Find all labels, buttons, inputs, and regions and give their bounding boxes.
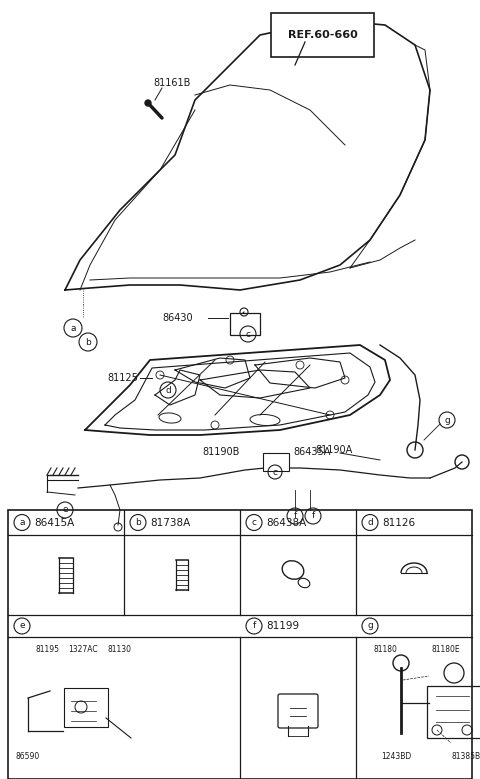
Text: c: c xyxy=(273,467,277,477)
Text: a: a xyxy=(70,323,76,333)
Text: 81190A: 81190A xyxy=(315,445,352,455)
Text: b: b xyxy=(85,337,91,347)
Text: a: a xyxy=(19,518,25,527)
Text: b: b xyxy=(135,518,141,527)
Text: 81738A: 81738A xyxy=(150,517,190,527)
Text: d: d xyxy=(367,518,373,527)
Text: 1327AC: 1327AC xyxy=(68,645,97,654)
Circle shape xyxy=(145,100,151,106)
Text: REF.60-660: REF.60-660 xyxy=(288,30,358,40)
FancyBboxPatch shape xyxy=(64,688,108,727)
Text: 86438A: 86438A xyxy=(266,517,306,527)
FancyBboxPatch shape xyxy=(230,313,260,335)
Text: e: e xyxy=(19,622,25,630)
Text: 86590: 86590 xyxy=(16,752,40,761)
FancyBboxPatch shape xyxy=(278,694,318,728)
Text: 81161B: 81161B xyxy=(153,78,191,88)
Text: 81195: 81195 xyxy=(36,645,60,654)
Text: 81199: 81199 xyxy=(266,621,299,631)
Text: f: f xyxy=(312,512,314,520)
Text: e: e xyxy=(62,506,68,514)
Bar xyxy=(8,510,472,779)
Text: c: c xyxy=(252,518,256,527)
Text: 1243BD: 1243BD xyxy=(381,752,411,761)
Text: 81180: 81180 xyxy=(374,645,398,654)
FancyBboxPatch shape xyxy=(427,686,480,738)
FancyBboxPatch shape xyxy=(263,453,289,471)
Text: c: c xyxy=(245,330,251,339)
Text: f: f xyxy=(293,512,297,520)
Text: 81190B: 81190B xyxy=(202,447,240,457)
Text: 81130: 81130 xyxy=(108,645,132,654)
Text: 81385B: 81385B xyxy=(451,752,480,761)
Text: 81180E: 81180E xyxy=(431,645,460,654)
Text: 86435A: 86435A xyxy=(293,447,330,457)
Text: 86430: 86430 xyxy=(162,313,193,323)
Text: g: g xyxy=(444,415,450,425)
Text: 81125: 81125 xyxy=(107,373,138,383)
Text: d: d xyxy=(165,386,171,394)
Text: 81126: 81126 xyxy=(382,517,415,527)
Text: g: g xyxy=(367,622,373,630)
Text: 86415A: 86415A xyxy=(34,517,74,527)
Text: f: f xyxy=(252,622,256,630)
